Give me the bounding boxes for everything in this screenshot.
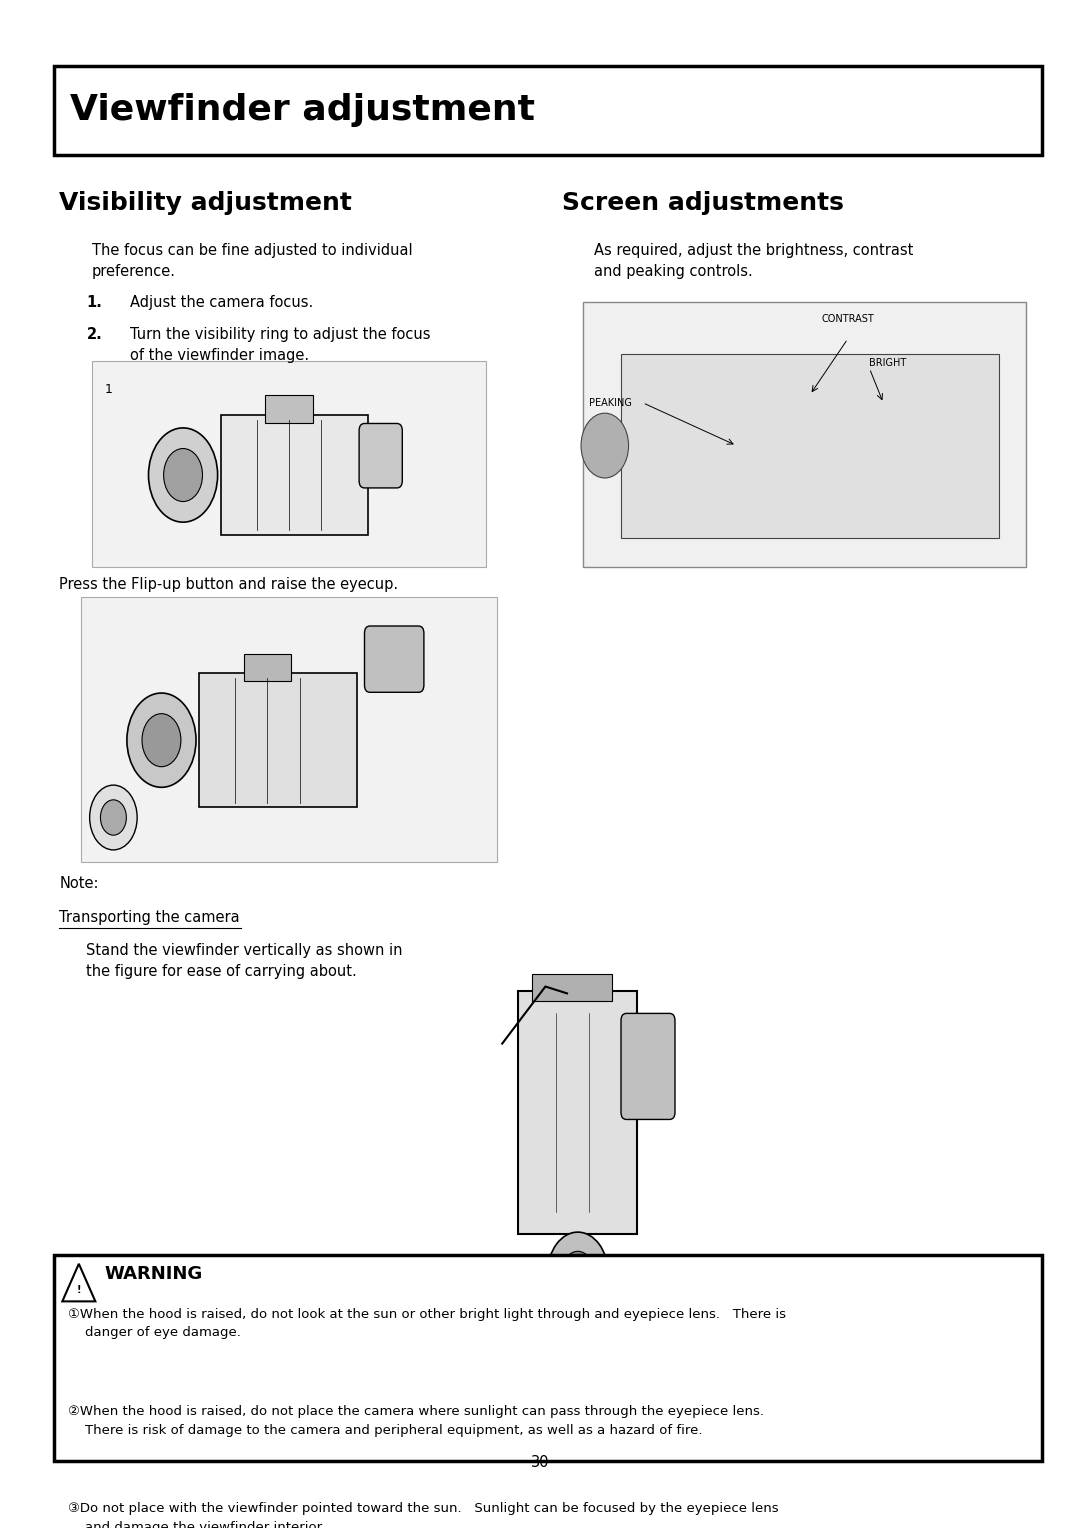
Text: Transporting the camera: Transporting the camera	[59, 911, 240, 926]
FancyBboxPatch shape	[199, 674, 356, 807]
FancyBboxPatch shape	[621, 1013, 675, 1120]
Text: 1.: 1.	[86, 295, 103, 310]
FancyBboxPatch shape	[221, 416, 367, 535]
Text: As required, adjust the brightness, contrast
and peaking controls.: As required, adjust the brightness, cont…	[594, 243, 914, 280]
Circle shape	[90, 785, 137, 850]
Text: Adjust the camera focus.: Adjust the camera focus.	[130, 295, 313, 310]
Text: ①When the hood is raised, do not look at the sun or other bright light through a: ①When the hood is raised, do not look at…	[68, 1308, 786, 1340]
Text: Turn the visibility ring to adjust the focus
of the viewfinder image.: Turn the visibility ring to adjust the f…	[130, 327, 430, 364]
Text: ②When the hood is raised, do not place the camera where sunlight can pass throug: ②When the hood is raised, do not place t…	[68, 1406, 764, 1436]
Text: Press the Flip-up button and raise the eyecup.: Press the Flip-up button and raise the e…	[59, 578, 399, 593]
Text: 2.: 2.	[86, 327, 103, 342]
Text: WARNING: WARNING	[105, 1265, 203, 1284]
FancyBboxPatch shape	[583, 303, 1026, 567]
Circle shape	[548, 1232, 608, 1314]
Text: Visibility adjustment: Visibility adjustment	[59, 191, 352, 215]
Text: !: !	[77, 1285, 81, 1296]
FancyBboxPatch shape	[266, 394, 313, 423]
Text: 30: 30	[530, 1455, 550, 1470]
FancyBboxPatch shape	[621, 353, 999, 538]
FancyBboxPatch shape	[54, 66, 1042, 154]
FancyBboxPatch shape	[54, 1254, 1042, 1461]
Text: BRIGHT: BRIGHT	[869, 358, 906, 368]
FancyBboxPatch shape	[81, 596, 497, 862]
Text: Viewfinder adjustment: Viewfinder adjustment	[70, 93, 536, 127]
Text: PEAKING: PEAKING	[589, 397, 632, 408]
FancyBboxPatch shape	[518, 990, 637, 1233]
Text: Note:: Note:	[59, 877, 99, 891]
Circle shape	[164, 449, 203, 501]
Text: Screen adjustments: Screen adjustments	[562, 191, 843, 215]
Circle shape	[126, 694, 197, 787]
FancyBboxPatch shape	[359, 423, 402, 487]
FancyBboxPatch shape	[365, 626, 424, 692]
Circle shape	[562, 1251, 594, 1296]
Text: CONTRAST: CONTRAST	[822, 313, 874, 324]
FancyBboxPatch shape	[244, 654, 292, 680]
Text: ③Do not place with the viewfinder pointed toward the sun.   Sunlight can be focu: ③Do not place with the viewfinder pointe…	[68, 1502, 779, 1528]
Text: The focus can be fine adjusted to individual
preference.: The focus can be fine adjusted to indivi…	[92, 243, 413, 280]
Circle shape	[149, 428, 218, 523]
Circle shape	[141, 714, 180, 767]
FancyBboxPatch shape	[92, 361, 486, 567]
Text: 1: 1	[105, 384, 112, 396]
Circle shape	[581, 413, 629, 478]
Text: Stand the viewfinder vertically as shown in
the figure for ease of carrying abou: Stand the viewfinder vertically as shown…	[86, 943, 403, 979]
FancyBboxPatch shape	[532, 975, 612, 1001]
Circle shape	[100, 799, 126, 836]
